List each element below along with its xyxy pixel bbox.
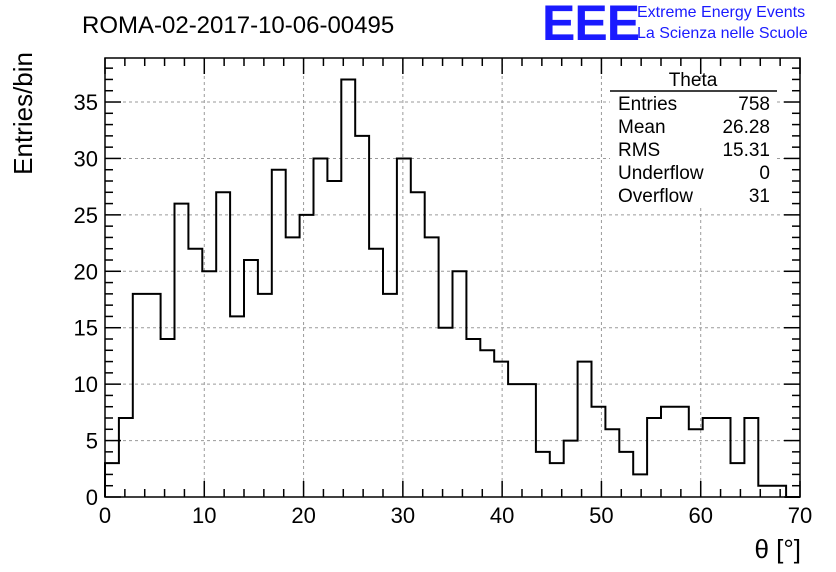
y-tick-label: 5 <box>86 429 98 454</box>
x-tick-label: 70 <box>788 503 812 528</box>
logo-line1: Extreme Energy Events <box>637 4 805 21</box>
y-tick-labels: 0 5 10 15 20 25 30 35 <box>74 90 98 510</box>
y-tick-label: 15 <box>74 316 98 341</box>
x-tick-label: 10 <box>192 503 216 528</box>
stats-rows: Entries 758 Mean 26.28 RMS 15.31 Underflow 0 Ove… <box>618 94 770 207</box>
stats-row-value: 0 <box>759 163 770 184</box>
y-tick-label: 25 <box>74 203 98 228</box>
x-tick-label: 60 <box>688 503 712 528</box>
stats-row-label: Mean <box>618 117 666 138</box>
logo-mark: EEE <box>542 0 639 51</box>
stats-row-label: Underflow <box>618 163 704 184</box>
x-tick-label: 20 <box>291 503 315 528</box>
x-tick-labels: 0 10 20 30 40 50 60 70 <box>99 503 812 528</box>
stats-row-value: 15.31 <box>722 140 770 161</box>
stats-title: Theta <box>669 70 718 91</box>
histogram-outline <box>104 78 800 498</box>
y-axis-title: Entries/bin <box>8 52 38 175</box>
stats-row-value: 758 <box>738 94 770 115</box>
stats-box-background <box>610 80 777 208</box>
stats-row-label: Entries <box>618 94 677 115</box>
x-tick-label: 50 <box>589 503 613 528</box>
stats-row-label: RMS <box>618 140 660 161</box>
x-axis-title: θ [°] <box>754 534 801 564</box>
x-tick-label: 40 <box>490 503 514 528</box>
stats-box: Theta Entries 758 Mean 26.28 RMS 15.31 Underfl… <box>610 70 777 208</box>
y-tick-label: 35 <box>74 90 98 115</box>
y-tick-label: 0 <box>86 485 98 510</box>
axis-ticks <box>104 58 801 498</box>
y-tick-label: 20 <box>74 259 98 284</box>
y-tick-label: 30 <box>74 146 98 171</box>
stats-row-label: Overflow <box>618 186 693 207</box>
stats-row-value: 26.28 <box>722 117 770 138</box>
x-tick-label: 0 <box>99 503 111 528</box>
plot-frame <box>104 57 801 498</box>
logo-line2: La Scienza nelle Scuole <box>637 25 808 42</box>
stats-row-value: 31 <box>749 186 770 207</box>
chart-title: ROMA-02-2017-10-06-00495 <box>82 12 394 39</box>
y-tick-label: 10 <box>74 372 98 397</box>
x-tick-label: 30 <box>391 503 415 528</box>
grid-lines <box>105 58 800 497</box>
